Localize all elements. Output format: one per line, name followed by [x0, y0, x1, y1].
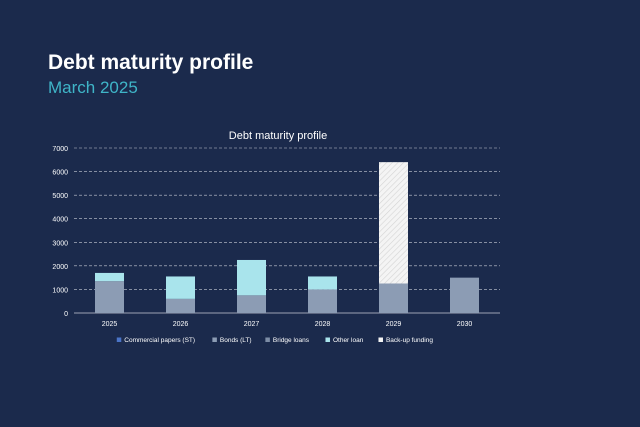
legend-label: Bonds (LT) — [220, 337, 252, 344]
bar-segment — [166, 298, 195, 313]
x-tick-label: 2030 — [457, 321, 473, 328]
bar-segment — [379, 162, 408, 284]
chart-title: Debt maturity profile — [229, 130, 327, 142]
legend-item: Other loan — [325, 337, 364, 344]
bar-segment — [95, 281, 124, 313]
legend-item: Bridge loans — [265, 337, 310, 344]
legend-swatch — [265, 337, 270, 342]
x-tick-label: 2025 — [102, 321, 118, 328]
x-tick-label: 2027 — [244, 321, 260, 328]
y-tick-label: 5000 — [52, 193, 68, 200]
x-tick-label: 2028 — [315, 321, 331, 328]
x-tick-label: 2026 — [173, 321, 189, 328]
legend-swatch — [325, 337, 330, 342]
y-tick-label: 4000 — [52, 217, 68, 224]
legend-swatch — [212, 337, 217, 342]
legend-label: Commercial papers (ST) — [124, 337, 195, 344]
legend-label: Bridge loans — [273, 337, 310, 344]
bar-segment — [95, 272, 124, 282]
bar-segment — [237, 295, 266, 313]
y-tick-label: 6000 — [52, 170, 68, 177]
legend-item: Back-up funding — [378, 337, 433, 344]
y-tick-label: 3000 — [52, 240, 68, 247]
y-tick-label: 1000 — [52, 287, 68, 294]
legend-label: Back-up funding — [386, 337, 433, 344]
y-tick-label: 0 — [64, 311, 68, 318]
y-tick-label: 7000 — [52, 146, 68, 153]
slide-subtitle: March 2025 — [48, 78, 138, 97]
bar-segment — [237, 259, 266, 296]
bar-segment — [450, 277, 479, 313]
slide-title: Debt maturity profile — [48, 51, 254, 74]
legend-swatch — [378, 337, 383, 342]
x-tick-label: 2029 — [386, 321, 402, 328]
legend-item: Commercial papers (ST) — [116, 337, 195, 344]
legend-label: Other loan — [333, 337, 364, 344]
bar-segment — [308, 276, 337, 290]
bar-segment — [166, 276, 195, 299]
bar-segment — [308, 289, 337, 313]
legend-swatch — [116, 337, 122, 342]
bar-segment — [379, 283, 408, 313]
legend-item: Bonds (LT) — [212, 337, 252, 344]
y-tick-label: 2000 — [52, 264, 68, 271]
